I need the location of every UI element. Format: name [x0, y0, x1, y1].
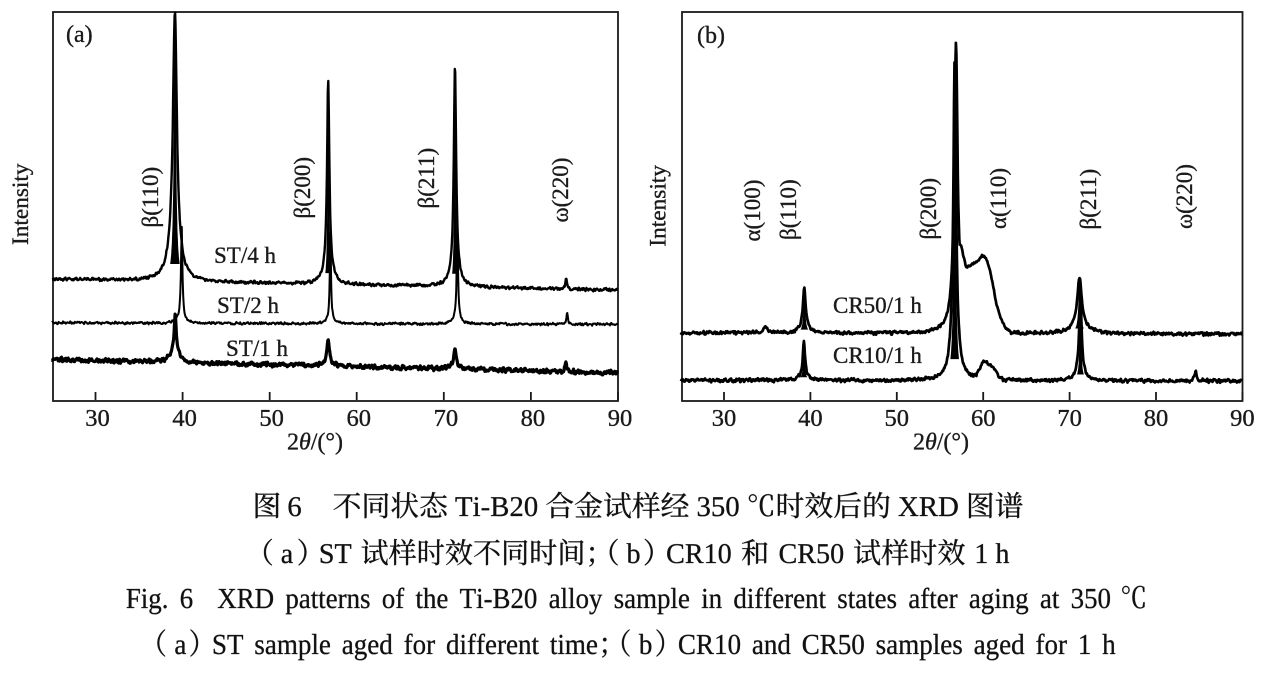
- svg-text:ST/1 h: ST/1 h: [226, 336, 288, 361]
- svg-text:30: 30: [85, 405, 110, 432]
- svg-text:CR10/1 h: CR10/1 h: [833, 343, 922, 368]
- svg-text:40: 40: [798, 405, 823, 432]
- svg-text:2θ/(°): 2θ/(°): [287, 430, 343, 456]
- svg-text:90: 90: [608, 405, 633, 432]
- svg-text:60: 60: [971, 405, 996, 432]
- svg-text:90: 90: [1230, 405, 1255, 432]
- svg-text:50: 50: [259, 405, 284, 432]
- svg-text:β(211): β(211): [1076, 169, 1101, 230]
- svg-text:(a): (a): [66, 22, 93, 48]
- svg-text:80: 80: [521, 405, 546, 432]
- svg-text:CR50/1 h: CR50/1 h: [833, 293, 922, 318]
- svg-text:β(200): β(200): [916, 178, 941, 240]
- svg-text:(b): (b): [697, 23, 725, 49]
- svg-text:ω(220): ω(220): [1172, 164, 1197, 229]
- svg-text:ω(220): ω(220): [548, 158, 573, 223]
- svg-text:70: 70: [434, 405, 459, 432]
- svg-text:30: 30: [712, 405, 737, 432]
- svg-text:2θ/(°): 2θ/(°): [913, 430, 969, 456]
- svg-text:60: 60: [346, 405, 371, 432]
- svg-text:50: 50: [885, 405, 910, 432]
- svg-text:70: 70: [1057, 405, 1082, 432]
- svg-text:80: 80: [1144, 405, 1169, 432]
- svg-text:β(211): β(211): [414, 148, 439, 209]
- svg-text:β(110): β(110): [138, 167, 163, 228]
- svg-text:β(110): β(110): [776, 179, 801, 240]
- svg-text:α(100): α(100): [740, 180, 765, 242]
- svg-text:Intensity: Intensity: [8, 163, 34, 245]
- svg-text:Intensity: Intensity: [646, 165, 672, 247]
- svg-text:ST/2 h: ST/2 h: [217, 293, 279, 318]
- svg-text:ST/4 h: ST/4 h: [214, 243, 276, 268]
- svg-text:β(200): β(200): [290, 157, 315, 219]
- svg-text:α(110): α(110): [986, 168, 1011, 229]
- svg-text:40: 40: [172, 405, 197, 432]
